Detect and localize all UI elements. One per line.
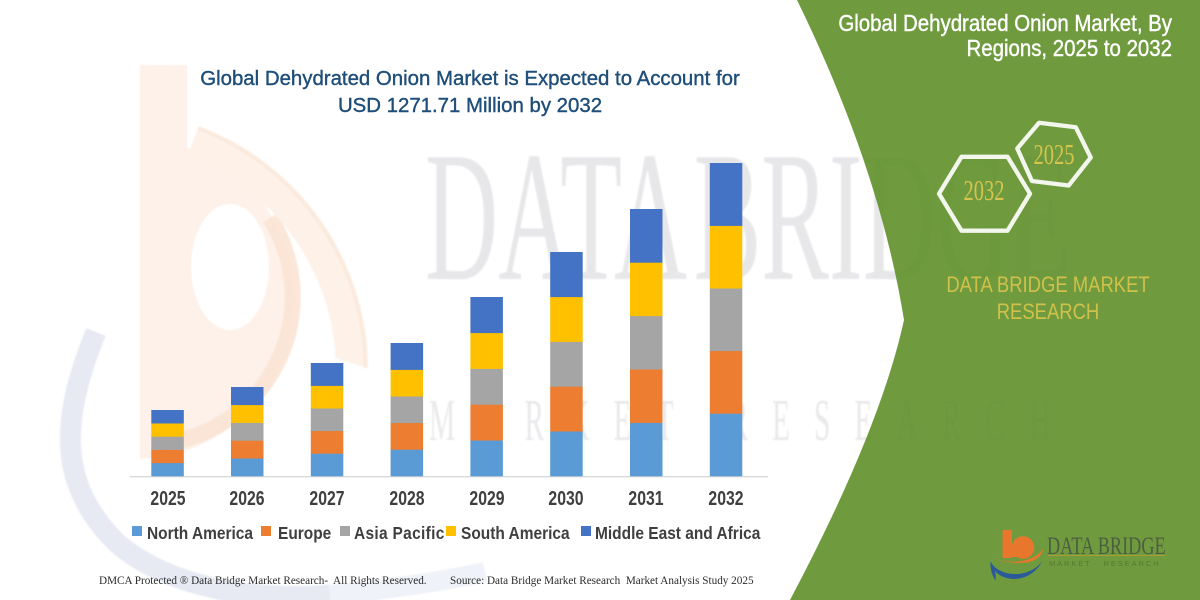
svg-text:MARKET RESEARCH: MARKET RESEARCH (429, 388, 1074, 454)
